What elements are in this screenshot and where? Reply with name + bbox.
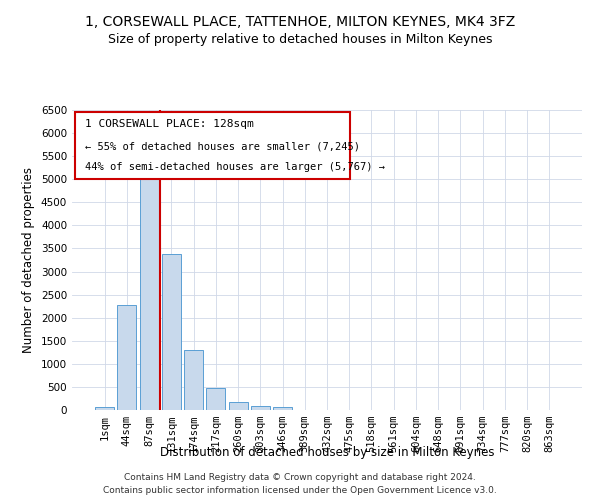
FancyBboxPatch shape (74, 112, 350, 179)
Text: Size of property relative to detached houses in Milton Keynes: Size of property relative to detached ho… (108, 32, 492, 46)
Bar (184, 350, 203, 410)
Bar (162, 254, 181, 410)
Text: Distribution of detached houses by size in Milton Keynes: Distribution of detached houses by size … (160, 446, 494, 459)
Text: 1 CORSEWALL PLACE: 128sqm: 1 CORSEWALL PLACE: 128sqm (85, 119, 254, 129)
Bar (206, 388, 225, 410)
Text: ← 55% of detached houses are smaller (7,245): ← 55% of detached houses are smaller (7,… (85, 142, 360, 152)
Text: 1, CORSEWALL PLACE, TATTENHOE, MILTON KEYNES, MK4 3FZ: 1, CORSEWALL PLACE, TATTENHOE, MILTON KE… (85, 15, 515, 29)
Text: 44% of semi-detached houses are larger (5,767) →: 44% of semi-detached houses are larger (… (85, 162, 385, 172)
Bar (229, 402, 248, 410)
Bar (140, 160, 158, 410)
Text: Contains HM Land Registry data © Crown copyright and database right 2024.
Contai: Contains HM Land Registry data © Crown c… (103, 474, 497, 495)
Bar (118, 305, 136, 410)
Bar (251, 406, 270, 410)
Y-axis label: Number of detached properties: Number of detached properties (22, 167, 35, 353)
Bar (273, 407, 292, 410)
Bar (95, 407, 114, 410)
